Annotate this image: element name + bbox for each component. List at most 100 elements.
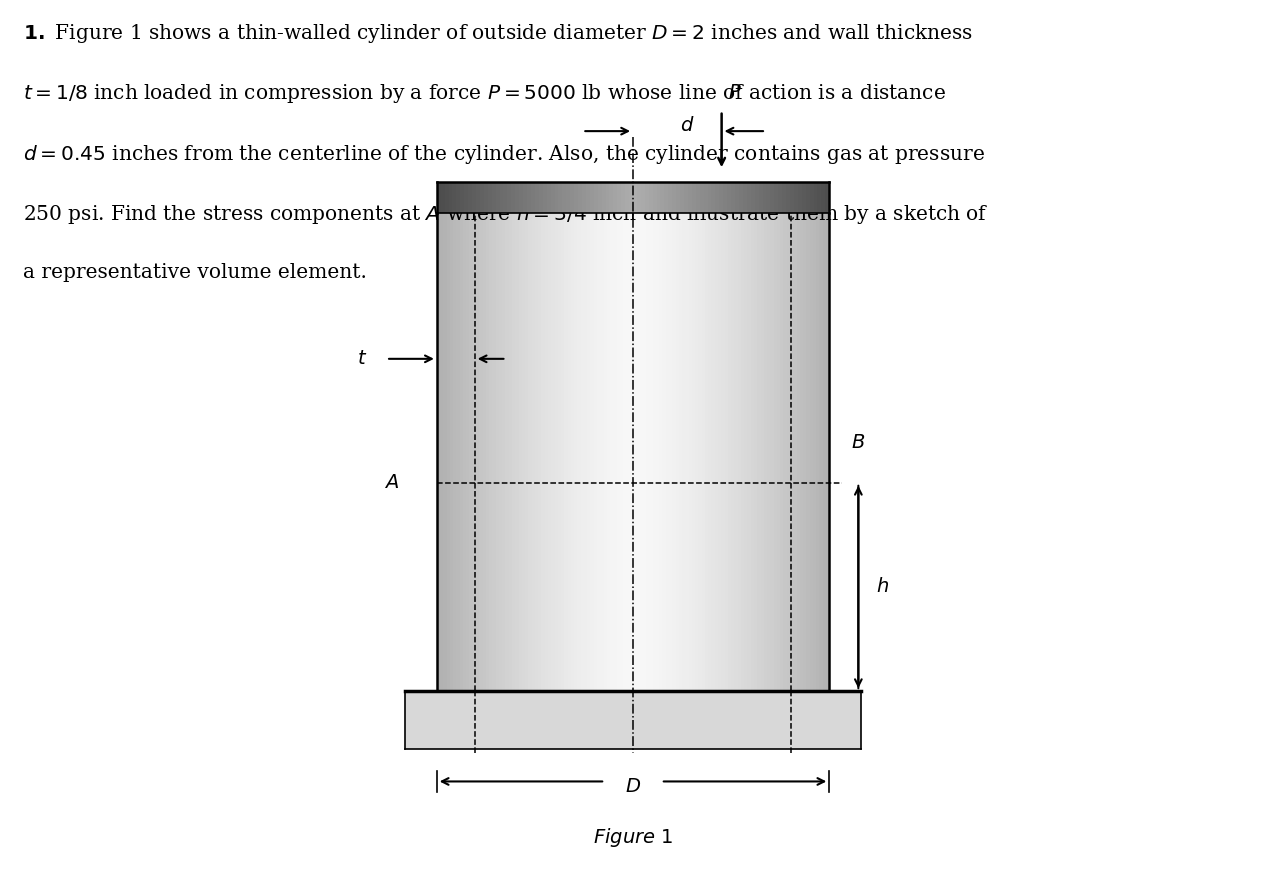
Bar (711, 213, 715, 691)
Bar (794, 182, 798, 213)
Bar (594, 182, 598, 213)
Bar (511, 213, 515, 691)
Bar (718, 213, 722, 691)
Bar (505, 213, 509, 691)
Bar (653, 182, 657, 213)
Bar (790, 213, 794, 691)
Bar (775, 182, 779, 213)
Text: $\mathbf{1.}$ Figure 1 shows a thin-walled cylinder of outside diameter $D = 2$ : $\mathbf{1.}$ Figure 1 shows a thin-wall… (23, 22, 972, 45)
Bar (504, 182, 508, 213)
Bar (465, 182, 468, 213)
Bar (774, 213, 777, 691)
Bar (715, 213, 718, 691)
Bar (627, 213, 629, 691)
Bar (700, 182, 704, 213)
Bar (719, 182, 723, 213)
Bar (600, 213, 604, 691)
Bar (676, 213, 679, 691)
Text: a representative volume element.: a representative volume element. (23, 263, 367, 282)
Bar (570, 182, 573, 213)
Bar (751, 182, 755, 213)
Bar (472, 182, 476, 213)
Bar (584, 213, 587, 691)
Bar (522, 213, 525, 691)
Bar (511, 182, 515, 213)
Bar (805, 182, 810, 213)
Bar (751, 213, 755, 691)
Bar (618, 182, 622, 213)
Bar (758, 182, 762, 213)
Bar (468, 182, 472, 213)
Bar (551, 182, 555, 213)
Bar (476, 182, 480, 213)
Bar (460, 213, 463, 691)
Bar (610, 213, 613, 691)
Text: $d$: $d$ (680, 116, 694, 136)
Bar (767, 213, 770, 691)
Bar (668, 182, 672, 213)
Bar (625, 182, 629, 213)
Bar (708, 182, 711, 213)
Bar (571, 213, 573, 691)
Bar (489, 213, 492, 691)
Bar (499, 213, 503, 691)
Bar (573, 182, 579, 213)
Bar (825, 213, 829, 691)
Bar (723, 182, 727, 213)
Bar (672, 213, 676, 691)
Bar (744, 213, 747, 691)
Text: $D$: $D$ (625, 778, 641, 796)
Bar (766, 182, 770, 213)
Text: 250 psi. Find the stress components at $A$ where $h = 3/4$ inch and illustrate t: 250 psi. Find the stress components at $… (23, 203, 989, 226)
Bar (755, 213, 757, 691)
Bar (461, 182, 465, 213)
Bar (519, 213, 522, 691)
Bar (715, 182, 719, 213)
Bar (680, 182, 684, 213)
Bar (594, 213, 598, 691)
Text: $t = 1/8$ inch loaded in compression by a force $P = 5000$ lb whose line of acti: $t = 1/8$ inch loaded in compression by … (23, 82, 946, 105)
Bar (581, 213, 584, 691)
Bar (643, 213, 646, 691)
Bar (695, 213, 699, 691)
Bar (761, 213, 763, 691)
Bar (539, 182, 543, 213)
Text: $P$: $P$ (728, 84, 742, 102)
Bar (704, 182, 708, 213)
Bar (738, 213, 741, 691)
Bar (558, 213, 561, 691)
Bar (757, 213, 761, 691)
Bar (480, 213, 482, 691)
Bar (586, 182, 590, 213)
Bar (565, 213, 567, 691)
Bar (665, 182, 668, 213)
Bar (699, 213, 701, 691)
Bar (623, 213, 627, 691)
Bar (561, 213, 565, 691)
Bar (503, 213, 505, 691)
Bar (453, 213, 456, 691)
Bar (672, 182, 676, 213)
Bar (515, 182, 519, 213)
Bar (790, 182, 794, 213)
Bar (818, 182, 822, 213)
Bar (587, 213, 590, 691)
Bar (705, 213, 708, 691)
Text: $t$: $t$ (357, 350, 367, 368)
Bar (449, 213, 453, 691)
Bar (530, 182, 534, 213)
Bar (484, 182, 487, 213)
Bar (629, 213, 633, 691)
Bar (487, 182, 491, 213)
Bar (456, 182, 461, 213)
Bar (606, 213, 610, 691)
Bar (508, 182, 511, 213)
Bar (682, 213, 685, 691)
Bar (523, 182, 527, 213)
Bar (598, 213, 600, 691)
Bar (646, 213, 649, 691)
Bar (562, 182, 566, 213)
Bar (622, 182, 625, 213)
Text: $d = 0.45$ inches from the centerline of the cylinder. Also, the cylinder contai: $d = 0.45$ inches from the centerline of… (23, 143, 985, 166)
Bar (641, 182, 644, 213)
